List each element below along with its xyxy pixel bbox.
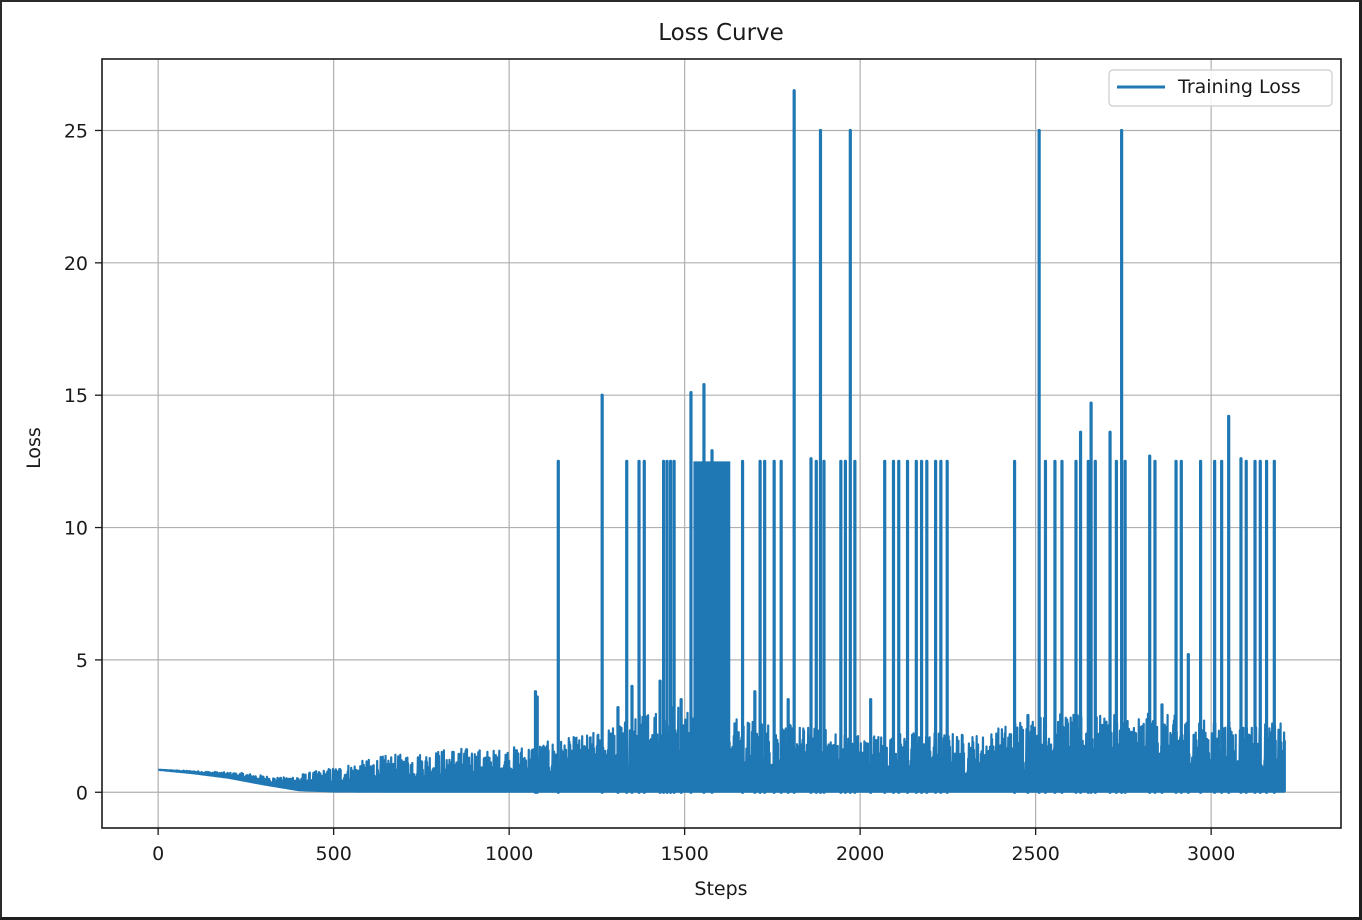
y-tick-label: 25	[64, 120, 88, 142]
legend-box	[1108, 69, 1333, 107]
x-tick-label: 2000	[836, 843, 884, 865]
y-tick-label: 0	[76, 782, 88, 804]
x-tick-label: 1000	[485, 843, 533, 865]
x-tick-label: 0	[152, 843, 164, 865]
y-tick-label: 10	[64, 518, 88, 540]
y-tick-label: 15	[64, 385, 88, 407]
y-tick-label: 20	[64, 253, 88, 275]
axis-ticks: 0 500 1000 1500 2000 2500 3000 0 5 10 15 20 25	[64, 120, 1236, 865]
y-axis-label: Loss	[23, 427, 45, 469]
x-tick-label: 1500	[660, 843, 708, 865]
y-tick-label: 5	[76, 650, 88, 672]
x-axis-label: Steps	[694, 878, 747, 900]
x-tick-label: 500	[316, 843, 352, 865]
legend: Training Loss	[1108, 69, 1333, 107]
grid-lines	[102, 59, 1341, 828]
x-tick-label: 3000	[1187, 843, 1235, 865]
series-layer	[157, 89, 1286, 794]
x-tick-label: 2500	[1011, 843, 1059, 865]
plot-border	[101, 58, 1342, 829]
legend-label-training-loss: Training Loss	[1177, 76, 1301, 98]
chart-title: Loss Curve	[658, 20, 784, 46]
